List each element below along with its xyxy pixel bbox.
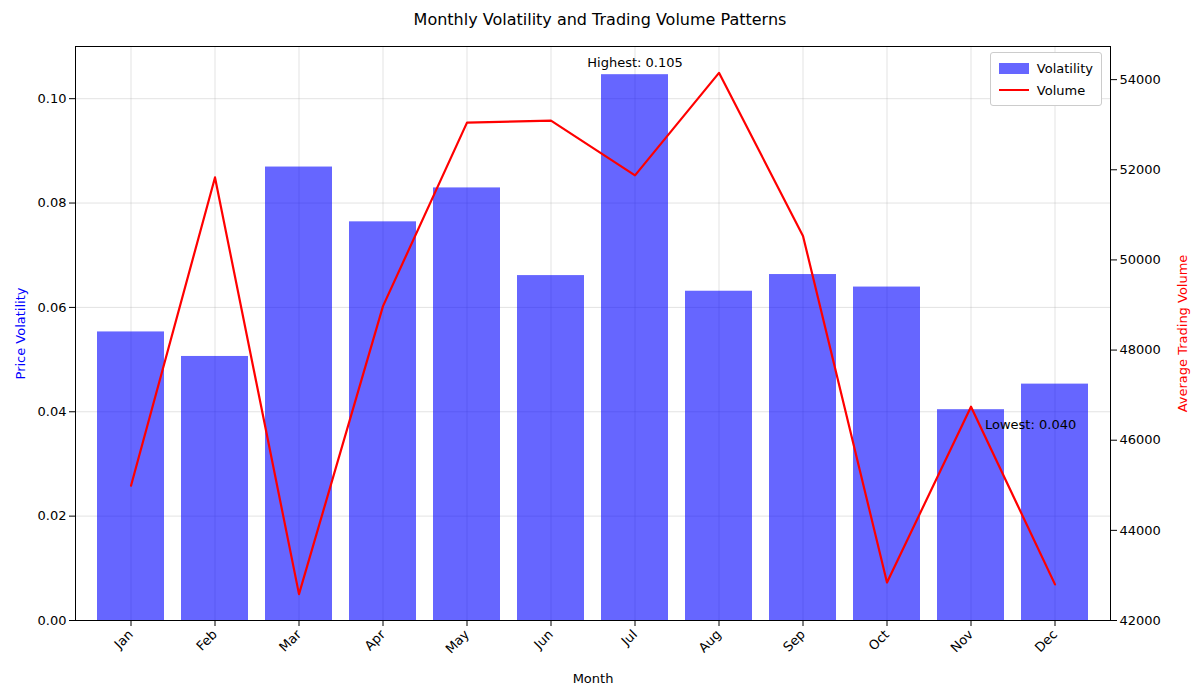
svg-text:0.02: 0.02 <box>38 508 67 523</box>
html-text:Monthly Volatility and Trading: Monthly Volatility and Trading Volume Pa… <box>413 10 787 29</box>
svg-text:0.10: 0.10 <box>38 91 67 106</box>
svg-text:Apr: Apr <box>362 626 389 653</box>
svg-text:Mar: Mar <box>276 626 304 654</box>
svg-text:0.00: 0.00 <box>38 613 67 628</box>
svg-text:42000: 42000 <box>1120 613 1161 628</box>
svg-text:Jul: Jul <box>618 627 640 649</box>
svg-text:0.04: 0.04 <box>38 404 67 419</box>
svg-text:Average Trading Volume: Average Trading Volume <box>1175 255 1190 413</box>
svg-text:Sep: Sep <box>780 627 808 655</box>
svg-text:Oct: Oct <box>866 627 893 654</box>
svg-text:Highest: 0.105: Highest: 0.105 <box>587 55 682 70</box>
svg-text:Aug: Aug <box>696 627 725 656</box>
svg-text:Month: Month <box>573 671 614 686</box>
svg-text:44000: 44000 <box>1120 523 1161 538</box>
svg-text:Feb: Feb <box>193 627 220 654</box>
svg-text:52000: 52000 <box>1120 162 1161 177</box>
html-text:Volatility: Volatility <box>1036 60 1093 76</box>
svg-text:Nov: Nov <box>948 627 977 656</box>
svg-text:Jan: Jan <box>111 627 136 652</box>
svg-text:May: May <box>442 627 472 657</box>
svg-text:54000: 54000 <box>1120 72 1161 87</box>
svg-text:0.08: 0.08 <box>38 195 67 210</box>
svg-text:Dec: Dec <box>1032 627 1060 655</box>
svg-text:48000: 48000 <box>1120 342 1161 357</box>
svg-text:0.06: 0.06 <box>38 300 67 315</box>
svg-text:Jun: Jun <box>530 627 556 653</box>
svg-text:50000: 50000 <box>1120 252 1161 267</box>
svg-text:Lowest: 0.040: Lowest: 0.040 <box>985 417 1076 432</box>
svg-text:Price Volatility: Price Volatility <box>13 287 28 379</box>
svg-text:46000: 46000 <box>1120 432 1161 447</box>
html-text:Volume: Volume <box>1036 82 1086 98</box>
